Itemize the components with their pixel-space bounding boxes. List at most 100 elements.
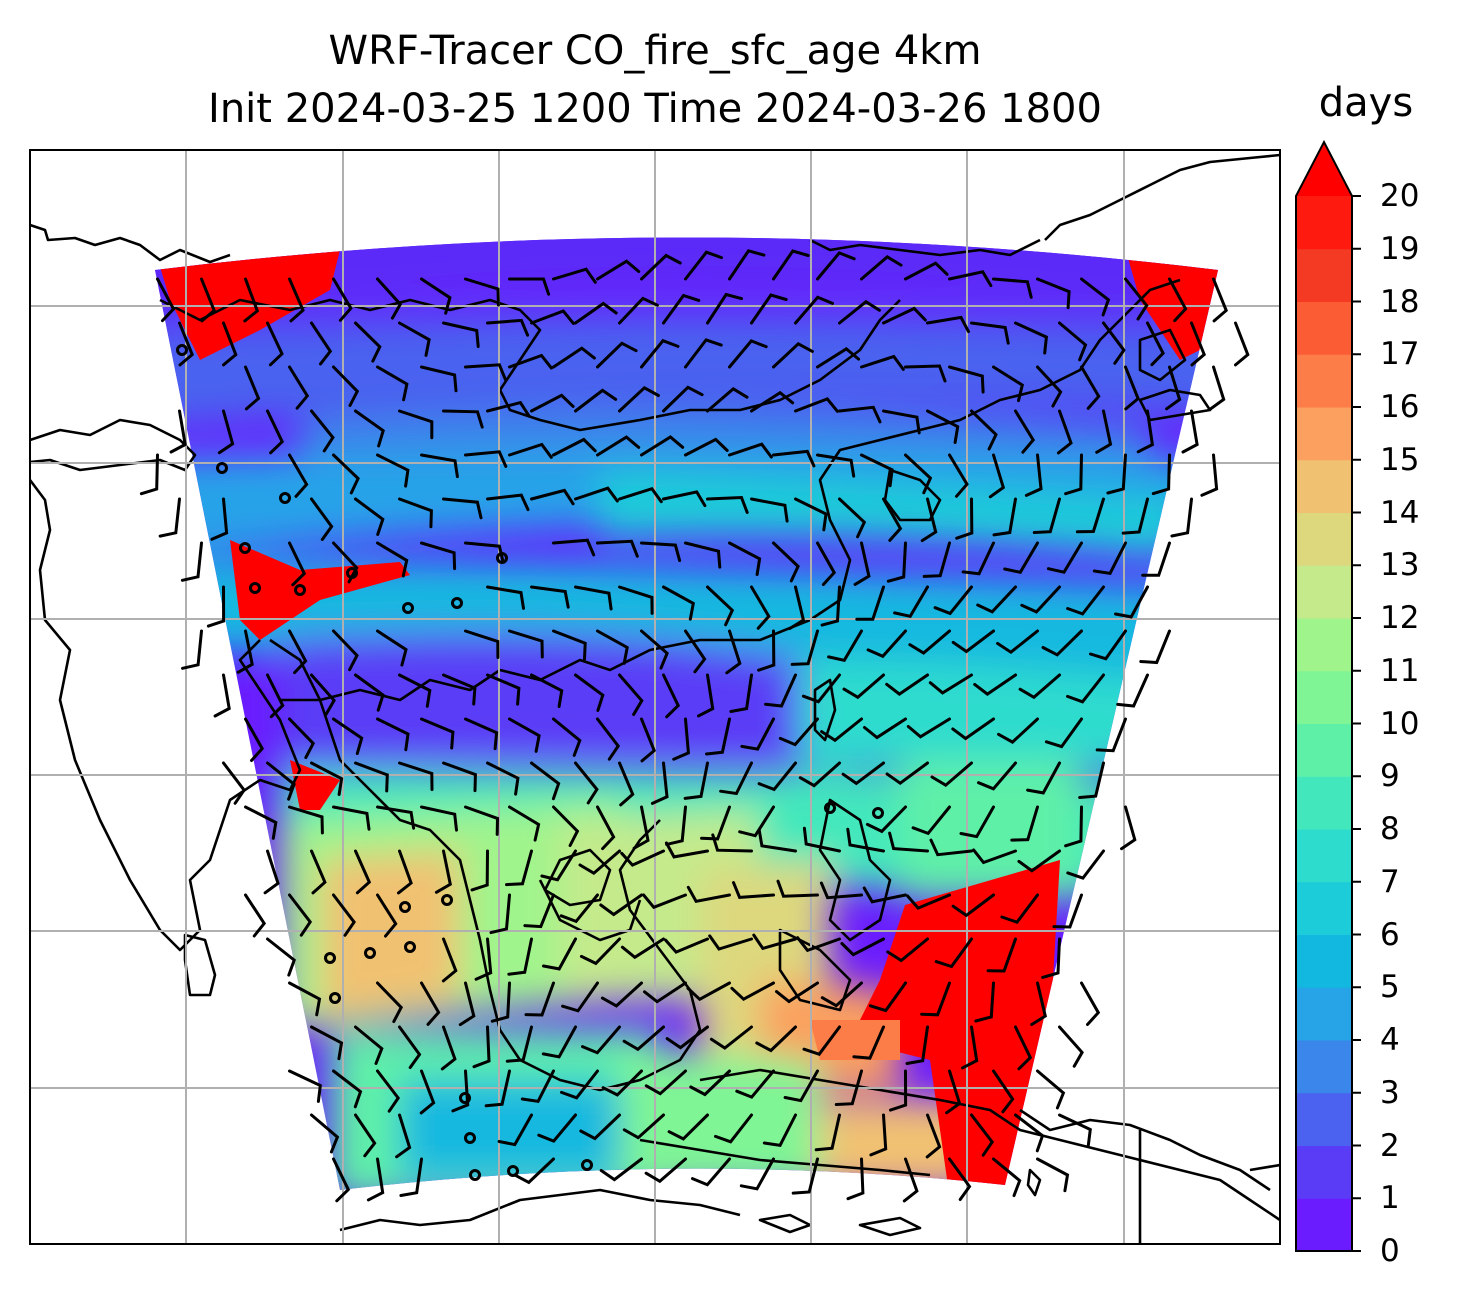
wind-barb xyxy=(596,805,616,851)
wind-barb xyxy=(200,277,216,323)
wind-barb xyxy=(451,1069,470,1113)
wind-barb xyxy=(728,541,762,576)
wind-barb xyxy=(222,761,246,805)
wind-barb xyxy=(376,365,409,402)
wind-barb xyxy=(288,277,305,323)
colorbar-extend-arrow xyxy=(1296,142,1352,196)
calm-wind-circle xyxy=(464,1132,476,1144)
wind-barbs xyxy=(139,249,1250,1203)
wind-barb xyxy=(1116,673,1149,708)
wind-barb xyxy=(213,673,231,718)
wind-barb xyxy=(441,937,458,983)
wind-barb xyxy=(574,585,613,611)
calm-wind-circle xyxy=(216,462,228,474)
wind-barb xyxy=(1141,541,1171,577)
wind-barb xyxy=(596,259,641,281)
wind-barb xyxy=(869,1113,888,1157)
wind-barb xyxy=(933,585,973,616)
wind-barb xyxy=(332,629,359,672)
wind-barb xyxy=(1170,497,1193,538)
calm-wind-circle xyxy=(872,807,884,819)
wind-barb xyxy=(1089,629,1127,661)
wind-barb xyxy=(1014,409,1036,454)
wind-barb xyxy=(560,1069,599,1100)
wind-barb xyxy=(992,1069,1015,1114)
wind-barb xyxy=(762,1113,797,1147)
wind-barb xyxy=(841,761,885,786)
wind-barb xyxy=(1066,585,1105,616)
wind-barb xyxy=(802,826,841,853)
wind-barb xyxy=(1102,321,1126,365)
wind-barb xyxy=(1168,277,1188,323)
wind-barb xyxy=(667,1113,709,1141)
wind-barb xyxy=(530,761,561,801)
wind-barb xyxy=(508,277,551,296)
wind-barb xyxy=(1020,585,1061,614)
wind-barb xyxy=(926,409,960,444)
wind-barb xyxy=(948,270,993,288)
wind-barb xyxy=(691,1157,731,1187)
wind-barb xyxy=(1066,673,1105,704)
wind-barb xyxy=(332,717,364,755)
colorbar-tick-label: 10 xyxy=(1380,705,1420,742)
wind-barb xyxy=(398,321,431,357)
calm-wind-circle xyxy=(507,1165,519,1177)
wind-barb xyxy=(814,1113,841,1152)
wind-barb xyxy=(376,453,410,488)
wind-barb xyxy=(520,1069,555,1103)
wind-barb xyxy=(750,497,789,523)
wind-barb xyxy=(1046,541,1083,574)
wind-barb xyxy=(354,1025,384,1065)
wind-barb xyxy=(1181,409,1199,454)
wind-barb xyxy=(398,673,432,708)
wind-barb xyxy=(574,673,605,712)
wind-barb xyxy=(640,541,682,562)
wind-barb xyxy=(1114,585,1149,619)
wind-barb xyxy=(169,409,187,454)
wind-barb xyxy=(862,886,907,904)
wind-barb xyxy=(640,717,656,763)
wind-barb xyxy=(574,486,619,503)
wind-barb xyxy=(908,629,951,655)
wind-barb xyxy=(709,1025,753,1050)
wind-barb xyxy=(530,393,575,413)
wind-barb xyxy=(354,673,385,712)
wind-barb xyxy=(618,486,663,504)
wind-barb xyxy=(310,761,344,796)
wind-barb xyxy=(332,453,360,495)
wind-barb xyxy=(905,1025,929,1065)
wind-barb xyxy=(791,1157,819,1195)
wind-barb xyxy=(948,453,969,498)
wind-barb xyxy=(750,585,771,630)
wind-barb xyxy=(574,761,599,805)
wind-barb xyxy=(1066,849,1105,880)
wind-barb xyxy=(1139,629,1171,665)
wind-barb xyxy=(827,629,863,662)
field-layer xyxy=(155,237,1218,1190)
wind-barb xyxy=(354,1113,377,1158)
wind-barb xyxy=(705,717,731,756)
wind-barb xyxy=(470,849,489,892)
wind-barb xyxy=(672,717,690,761)
wind-barb xyxy=(474,937,493,981)
wind-barb xyxy=(1095,717,1127,753)
wind-barb xyxy=(664,841,709,859)
wind-barb xyxy=(997,717,1039,744)
wind-barb xyxy=(618,761,635,807)
calm-wind-circle xyxy=(279,492,291,504)
wind-barb xyxy=(640,253,682,281)
wind-barb xyxy=(376,981,404,1024)
wind-barb xyxy=(620,849,665,867)
wind-barb xyxy=(893,585,929,618)
colorbar-segment xyxy=(1296,987,1352,1041)
wind-barb xyxy=(904,364,947,383)
wind-barb xyxy=(398,1025,422,1069)
wind-barb xyxy=(530,585,570,609)
wind-barb xyxy=(1036,277,1071,310)
calm-wind-circle xyxy=(441,894,453,906)
colorbar-segment xyxy=(1296,829,1352,883)
wind-barb xyxy=(934,937,973,969)
wind-barb xyxy=(752,933,797,951)
wind-barb xyxy=(992,365,1025,403)
wind-barb xyxy=(820,981,863,1008)
